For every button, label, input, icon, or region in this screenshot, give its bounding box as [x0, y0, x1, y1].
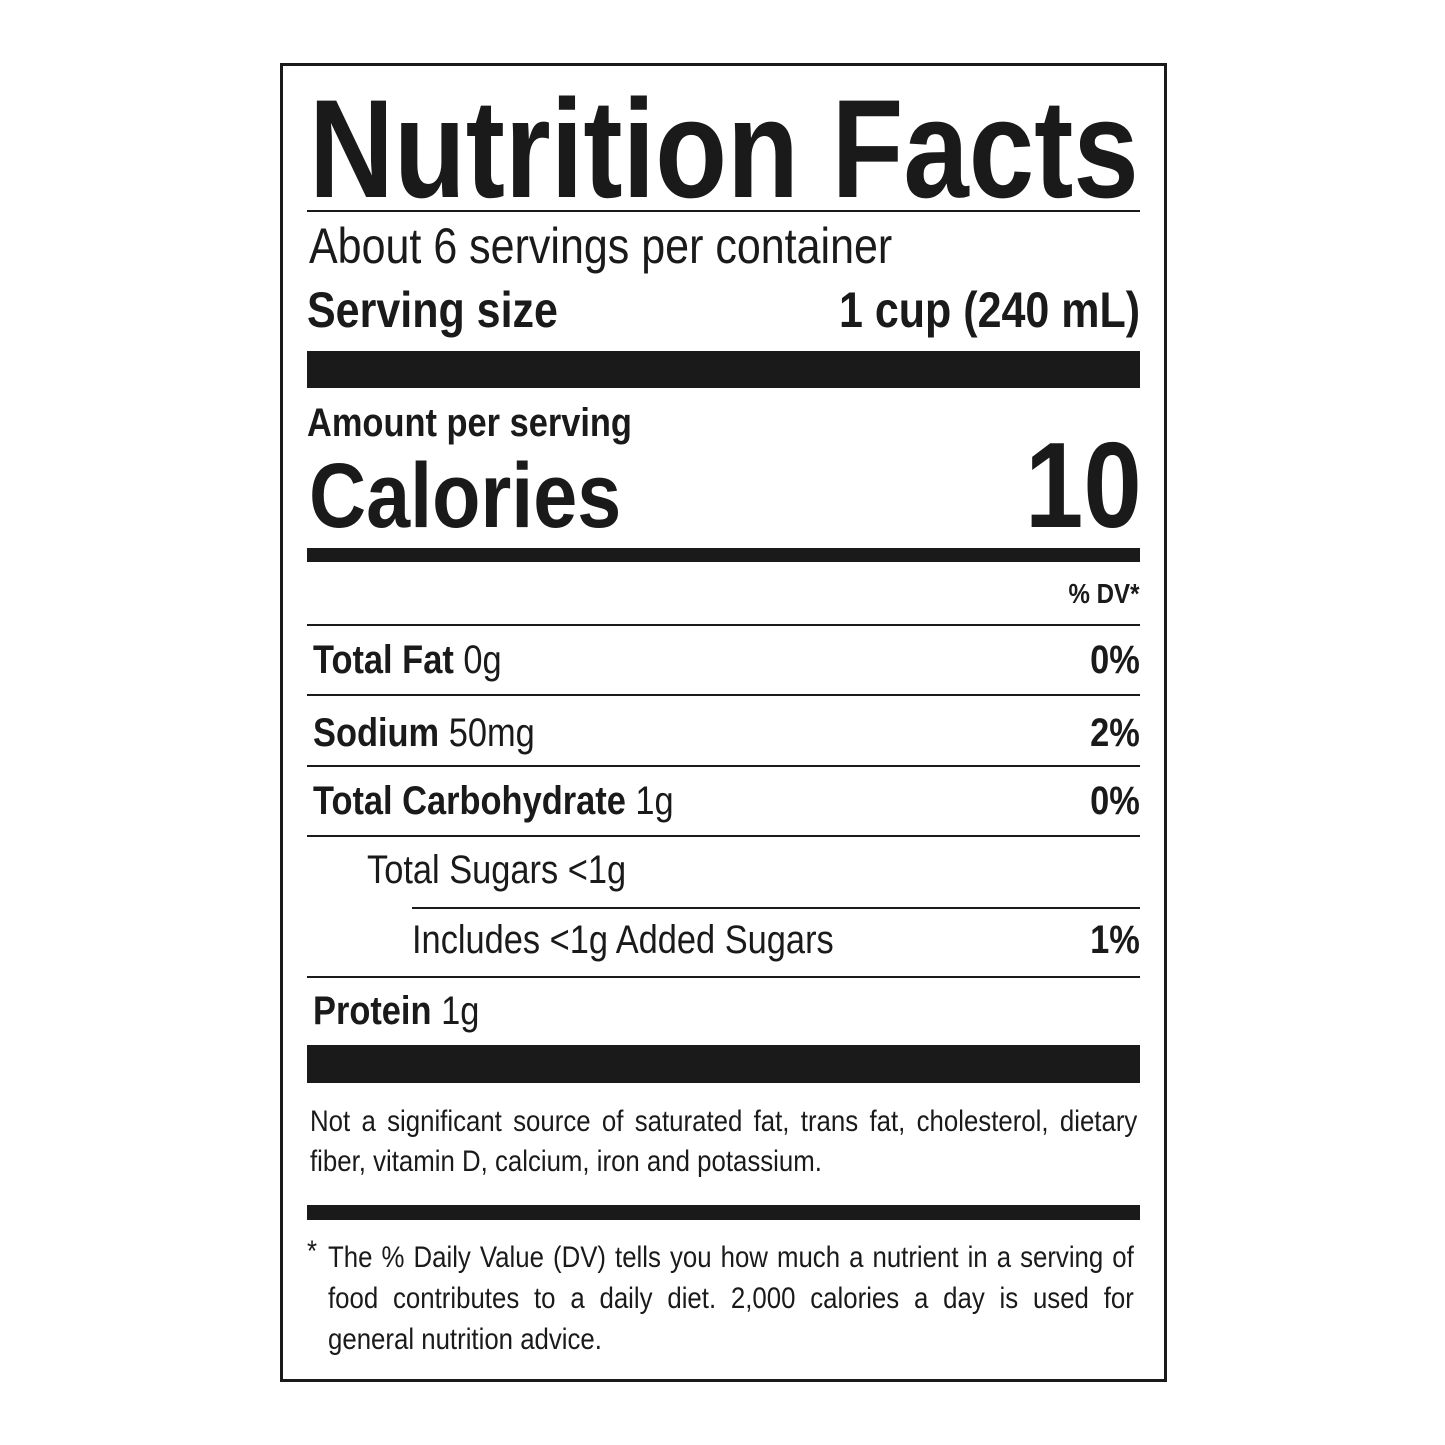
- nutrient-sodium: Sodium 50mg: [313, 713, 535, 753]
- nutrient-dv: 0%: [1090, 779, 1140, 823]
- servings-per-container: About 6 servings per container: [309, 218, 893, 274]
- nutrient-total-carbohydrate: Total Carbohydrate 1g: [313, 781, 674, 821]
- nutrient-total-sugars: Total Sugars <1g: [367, 848, 627, 892]
- nutrient-name: Total Fat: [313, 638, 454, 682]
- divider-medium: [307, 1205, 1140, 1220]
- nutrient-amount: 50mg: [448, 711, 535, 755]
- nutrient-amount: 1g: [441, 989, 480, 1033]
- divider-thin: [307, 624, 1140, 626]
- nutrient-name: Total Carbohydrate: [313, 779, 626, 823]
- daily-value-footnote: The % Daily Value (DV) tells you how muc…: [328, 1241, 1134, 1356]
- nutrient-name: Protein: [313, 989, 432, 1033]
- divider-thin: [307, 210, 1140, 212]
- amount-per-serving: Amount per serving: [307, 401, 632, 445]
- serving-size-value: 1 cup (240 mL): [838, 282, 1140, 338]
- calories-value: 10: [1025, 417, 1142, 553]
- divider-medium: [307, 548, 1140, 562]
- nutrient-amount: 1g: [635, 779, 674, 823]
- nutrient-added-sugars: Includes <1g Added Sugars: [412, 918, 834, 962]
- footnote-star: *: [307, 1235, 318, 1268]
- nutrient-dv: 2%: [1090, 711, 1140, 755]
- divider-thick: [307, 351, 1140, 388]
- nutrition-label-border: [280, 63, 1167, 1382]
- not-significant-statement: Not a significant source of saturated fa…: [310, 1105, 1138, 1178]
- nutrient-total-fat: Total Fat 0g: [313, 640, 502, 680]
- nutrient-name: Sodium: [313, 711, 440, 755]
- nutrient-dv: 0%: [1090, 638, 1140, 682]
- divider-thin: [307, 835, 1140, 837]
- serving-size-label: Serving size: [307, 282, 558, 338]
- divider-thick: [307, 1045, 1140, 1083]
- divider-thin: [307, 694, 1140, 696]
- calories-label: Calories: [309, 445, 622, 547]
- divider-thin: [307, 976, 1140, 978]
- dv-header: % DV*: [1068, 578, 1139, 609]
- nutrient-dv: 1%: [1090, 918, 1140, 962]
- nutrient-protein: Protein 1g: [313, 991, 479, 1031]
- nutrient-amount: 0g: [463, 638, 502, 682]
- divider-thin: [307, 765, 1140, 767]
- divider-thin: [412, 907, 1140, 909]
- label-title: Nutrition Facts: [309, 70, 1139, 227]
